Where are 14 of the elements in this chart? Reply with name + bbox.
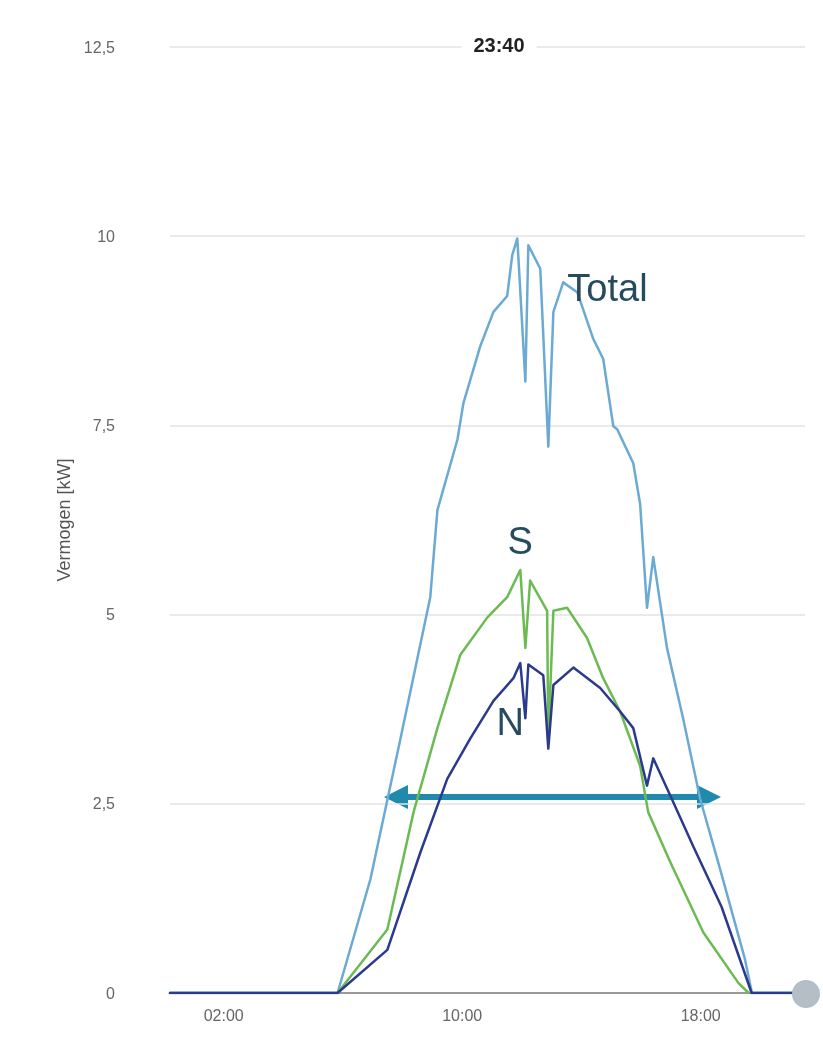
y-tick-label: 10 <box>97 227 116 245</box>
y-tick-label: 5 <box>106 606 116 624</box>
x-tick-label: 18:00 <box>680 1006 721 1024</box>
y-tick-label: 2,5 <box>92 795 116 813</box>
x-tick-label: 02:00 <box>203 1006 244 1024</box>
y-axis-title: Vermogen [kW] <box>53 458 74 582</box>
series-label: Total <box>567 267 648 310</box>
chart-title: 23:40 <box>473 34 525 56</box>
series-label: S <box>507 519 533 562</box>
y-tick-label: 12,5 <box>83 38 116 56</box>
x-tick-label: 10:00 <box>442 1006 483 1024</box>
series-label: N <box>496 701 525 744</box>
y-tick-label: 7,5 <box>92 416 116 434</box>
y-tick-label: 0 <box>106 984 116 1002</box>
